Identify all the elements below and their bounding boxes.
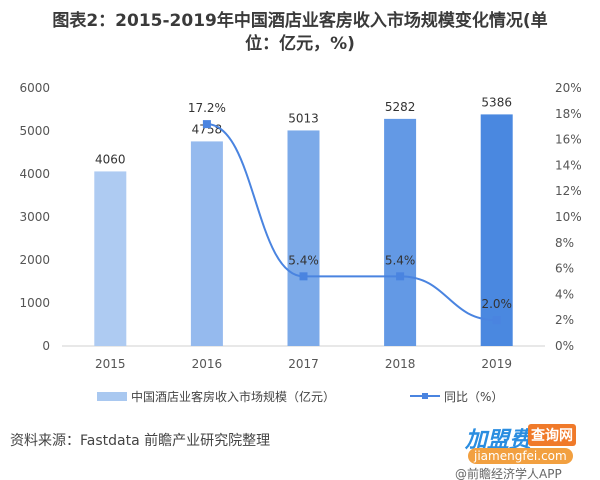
y2-tick-label: 12% (555, 184, 582, 198)
y2-tick-label: 6% (555, 262, 574, 276)
yoy-point (492, 316, 501, 325)
y-tick-label: 5000 (19, 124, 50, 138)
y2-tick-label: 20% (555, 81, 582, 95)
yoy-label: 5.4% (288, 253, 319, 267)
bar-2015 (94, 171, 127, 346)
chart-svg: 0 1000 2000 3000 4000 5000 6000 0% 2% 4% 6% 8% 10% 12… (19, 81, 582, 404)
bar-value-label: 5282 (385, 100, 416, 114)
yoy-label: 5.4% (385, 253, 416, 267)
watermark-url: jiamengfei.com (468, 448, 573, 464)
y-tick-label: 2000 (19, 253, 50, 267)
bar-value-label: 4060 (95, 152, 126, 166)
source-note: 资料来源：Fastdata 前瞻产业研究院整理 (10, 433, 271, 449)
y2-tick-label: 2% (555, 313, 574, 327)
y2-tick-label: 14% (555, 158, 582, 172)
x-tick-label: 2019 (481, 357, 512, 371)
legend-bar-label: 中国酒店业客房收入市场规模（亿元） (131, 389, 335, 404)
y2-tick-label: 16% (555, 133, 582, 147)
legend-bar-swatch (97, 392, 127, 401)
yoy-label: 17.2% (188, 101, 226, 115)
y2-tick-label: 4% (555, 287, 574, 301)
title-line-1: 图表2：2015-2019年中国酒店业客房收入市场规模变化情况(单 (52, 11, 548, 31)
bar-value-label: 5013 (288, 111, 319, 125)
y2-tick-label: 10% (555, 210, 582, 224)
yoy-line (206, 123, 497, 322)
bar-2016 (190, 141, 223, 346)
title-line-2: 位：亿元，%) (245, 34, 355, 54)
bar-2018 (384, 118, 417, 347)
bar-2017 (287, 130, 320, 346)
y-tick-label: 1000 (19, 296, 50, 310)
watermark-tag: 查询网 (528, 424, 576, 446)
x-tick-label: 2018 (385, 357, 416, 371)
x-tick-label: 2016 (192, 357, 223, 371)
y2-tick-label: 8% (555, 236, 574, 250)
x-tick-label: 2015 (95, 357, 126, 371)
y-tick-label: 3000 (19, 210, 50, 224)
chart-title: 图表2：2015-2019年中国酒店业客房收入市场规模变化情况(单 位：亿元，%) (0, 10, 600, 56)
y2-tick-label: 18% (555, 107, 582, 121)
y-tick-label: 0 (42, 339, 50, 353)
x-tick-label: 2017 (288, 357, 319, 371)
y-tick-label: 4000 (19, 167, 50, 181)
bar-2019 (480, 114, 513, 346)
y-tick-label: 6000 (19, 81, 50, 95)
bar-value-label: 5386 (481, 95, 512, 109)
legend-line-label: 同比（%） (444, 390, 503, 404)
yoy-point (299, 272, 308, 281)
legend-line-marker (422, 393, 428, 399)
y2-tick-label: 0% (555, 339, 574, 353)
yoy-point (202, 120, 211, 129)
yoy-label: 2.0% (481, 297, 512, 311)
watermark-credit: @前瞻经济学人APP (455, 467, 562, 480)
yoy-point (396, 272, 405, 281)
